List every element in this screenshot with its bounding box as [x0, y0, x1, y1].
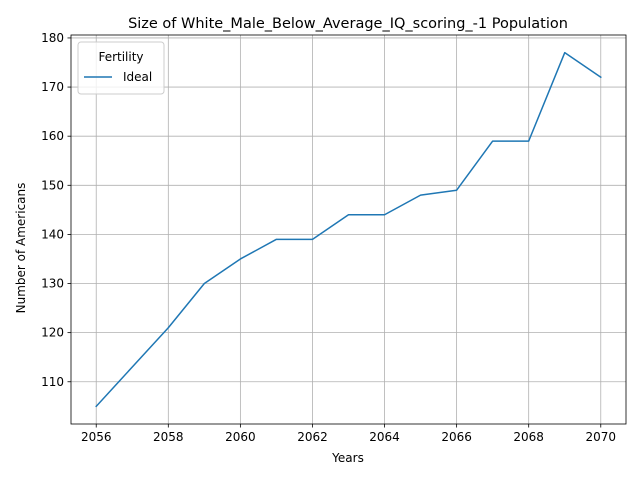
chart-title: Size of White_Male_Below_Average_IQ_scor…: [128, 16, 568, 32]
y-tick-label: 160: [41, 129, 64, 143]
y-tick-label: 180: [41, 31, 64, 45]
series-line-ideal: [95, 51, 602, 408]
y-tick-label: 110: [41, 375, 64, 389]
x-tick-label: 2058: [153, 430, 184, 444]
x-tick-label: 2070: [585, 430, 616, 444]
legend: Fertility Ideal: [77, 41, 165, 95]
grid-lines: [71, 35, 626, 424]
x-tick-label: 2068: [513, 430, 544, 444]
y-tick-label: 170: [41, 80, 64, 94]
legend-box: [77, 41, 165, 95]
x-tick-label: 2064: [369, 430, 400, 444]
x-axis-label: Years: [331, 451, 364, 465]
y-tick-label: 140: [41, 227, 64, 241]
tick-labels: 2056 2058 2060 2062 2064 2066 2068 2070 110 120 13…: [41, 31, 616, 444]
x-tick-label: 2062: [297, 430, 328, 444]
y-tick-label: 150: [41, 178, 64, 192]
y-tick-label: 120: [41, 326, 64, 340]
x-tick-label: 2056: [81, 430, 112, 444]
legend-label-ideal: Ideal: [123, 70, 152, 84]
plot-frame: [70, 34, 627, 425]
y-tick-label: 130: [41, 277, 64, 291]
legend-title: Fertility: [98, 50, 143, 64]
tick-marks: [67, 37, 602, 428]
x-tick-label: 2060: [225, 430, 256, 444]
series-layer: [95, 51, 602, 408]
y-axis-label: Number of Americans: [14, 183, 28, 314]
x-tick-label: 2066: [441, 430, 472, 444]
